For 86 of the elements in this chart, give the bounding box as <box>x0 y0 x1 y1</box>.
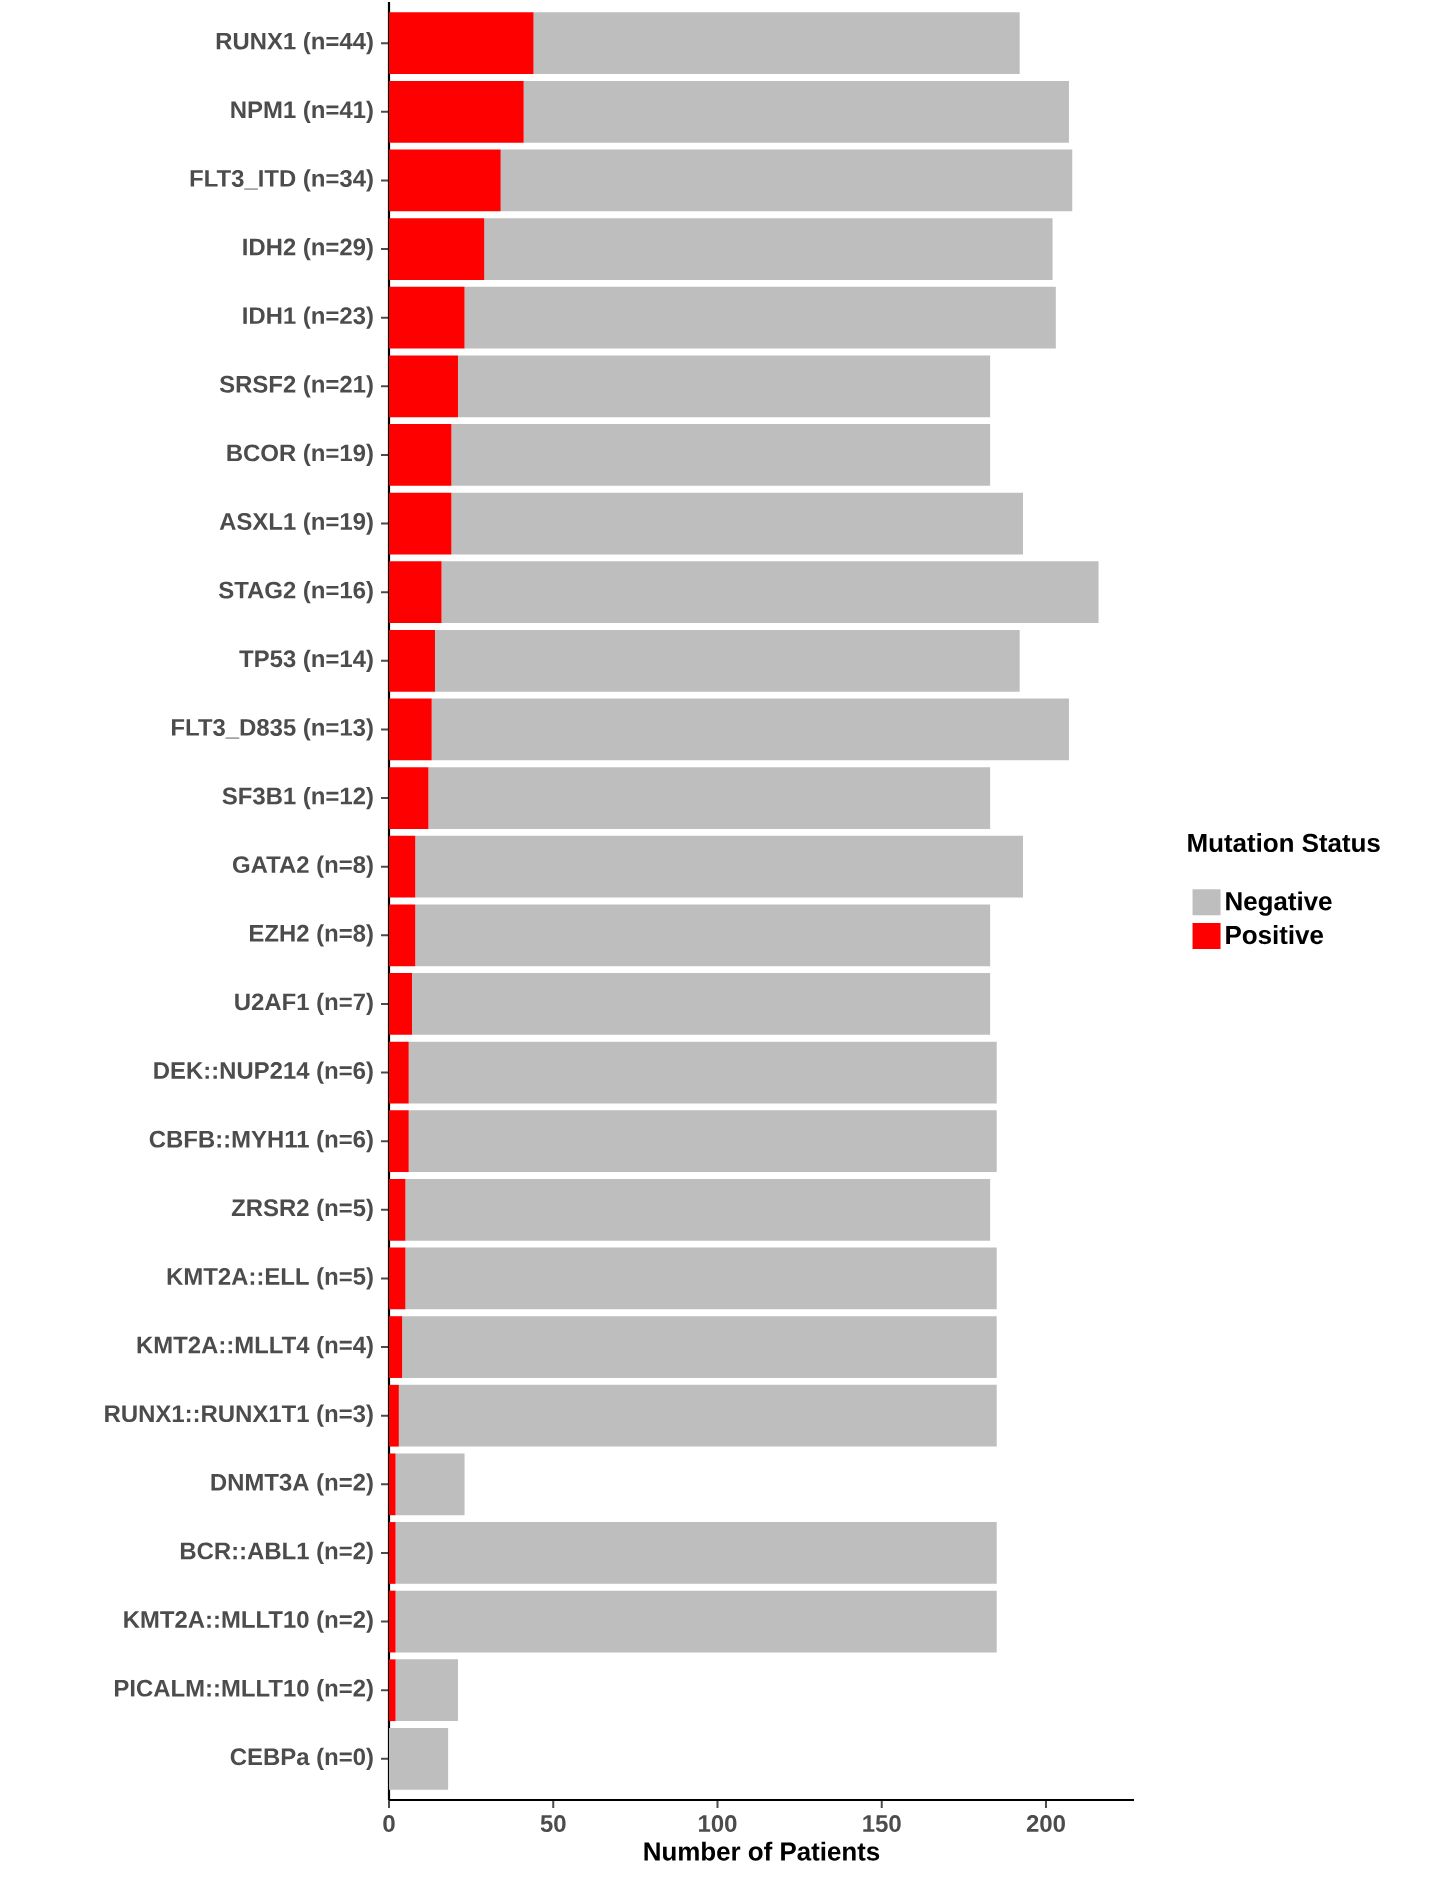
y-tick-label: IDH1 (n=23) <box>243 306 373 329</box>
y-tick-label: ASXL1 (n=19) <box>219 512 373 535</box>
bar <box>428 767 991 829</box>
y-tick-label: IDH2 (n=29) <box>243 237 373 261</box>
bar <box>464 286 1056 349</box>
y-tick-label: DEK::NUP214 (n=6) <box>154 1061 373 1084</box>
x-tick-label: 50 <box>540 1815 566 1832</box>
bar <box>389 561 442 624</box>
bar <box>389 1453 396 1516</box>
x-axis-title: Number of Patients <box>644 1841 880 1861</box>
bar <box>389 904 416 967</box>
bar <box>389 1247 406 1310</box>
bar <box>405 1247 997 1310</box>
y-tick-label: SF3B1 (n=12) <box>222 786 373 810</box>
x-tick-label: 200 <box>1026 1815 1065 1832</box>
bar <box>441 561 1099 624</box>
bar <box>389 12 534 75</box>
x-tick-label: 100 <box>699 1815 737 1832</box>
bar <box>389 492 452 555</box>
bar <box>389 286 465 349</box>
y-tick-label: CEBPa (n=0) <box>230 1747 373 1770</box>
bar <box>389 1659 396 1722</box>
bar <box>389 1727 449 1790</box>
bar <box>389 1316 403 1378</box>
bar <box>411 973 991 1035</box>
legend-title: Mutation Status <box>1188 833 1380 853</box>
bar <box>408 1041 997 1104</box>
bar <box>457 355 991 418</box>
bar <box>431 698 1069 761</box>
y-tick-label: SRSF2 (n=21) <box>219 375 373 398</box>
bar <box>389 355 458 418</box>
bar <box>389 1178 406 1241</box>
y-tick-label: STAG2 (n=16) <box>218 581 373 604</box>
y-tick-label: DNMT3A (n=2) <box>211 1473 373 1496</box>
bar <box>389 698 432 761</box>
y-tick-label: ZRSR2 (n=5) <box>231 1198 373 1221</box>
y-tick-label: BCR::ABL1 (n=2) <box>180 1541 373 1565</box>
y-tick-label: KMT2A::ELL (n=5) <box>167 1267 373 1290</box>
y-tick-label: RUNX1 (n=44) <box>216 32 373 55</box>
y-tick-label: GATA2 (n=8) <box>233 855 373 878</box>
bar <box>389 835 416 898</box>
x-tick-label: 150 <box>863 1815 901 1832</box>
y-tick-label: NPM1 (n=41) <box>231 100 373 123</box>
bar <box>389 629 435 692</box>
legend-label: Positive <box>1226 925 1323 945</box>
bar <box>415 904 991 967</box>
bar <box>484 218 1053 280</box>
bar <box>395 1590 997 1653</box>
bar <box>405 1178 991 1241</box>
y-tick-label: EZH2 (n=8) <box>250 924 373 947</box>
bar <box>415 835 1023 898</box>
y-tick-label: KMT2A::MLLT4 (n=4) <box>137 1335 373 1359</box>
bar <box>402 1316 997 1378</box>
bar <box>389 424 452 486</box>
bar <box>389 1110 409 1173</box>
bar <box>395 1522 997 1584</box>
bar <box>523 80 1069 143</box>
bar <box>500 149 1073 212</box>
bar <box>389 1041 409 1104</box>
bar <box>533 12 1020 75</box>
bar <box>389 1384 399 1447</box>
legend-label: Negative <box>1226 891 1332 916</box>
y-tick-label: BCOR (n=19) <box>227 443 373 467</box>
bar <box>389 1590 396 1653</box>
y-tick-label: U2AF1 (n=7) <box>235 992 373 1016</box>
bar <box>389 973 412 1035</box>
y-tick-label: FLT3_D835 (n=13) <box>172 718 373 741</box>
bar <box>389 80 524 143</box>
y-tick-label: CBFB::MYH11 (n=6) <box>149 1130 373 1153</box>
y-tick-label: TP53 (n=14) <box>239 649 373 672</box>
bar <box>434 629 1020 692</box>
bar <box>408 1110 997 1173</box>
y-tick-label: FLT3_ITD (n=34) <box>190 169 373 192</box>
x-tick-label: 0 <box>383 1815 395 1832</box>
y-tick-label: PICALM::MLLT10 (n=2) <box>114 1679 373 1702</box>
bar <box>389 1522 396 1584</box>
y-tick-label: RUNX1::RUNX1T1 (n=3) <box>105 1404 373 1427</box>
bar <box>451 424 991 486</box>
bar <box>395 1659 458 1722</box>
bar <box>451 492 1023 555</box>
bar <box>389 218 485 280</box>
bar <box>395 1453 465 1516</box>
bar <box>398 1384 997 1447</box>
y-tick-label: KMT2A::MLLT10 (n=2) <box>124 1610 373 1633</box>
bar <box>389 149 501 212</box>
bar <box>389 767 429 829</box>
